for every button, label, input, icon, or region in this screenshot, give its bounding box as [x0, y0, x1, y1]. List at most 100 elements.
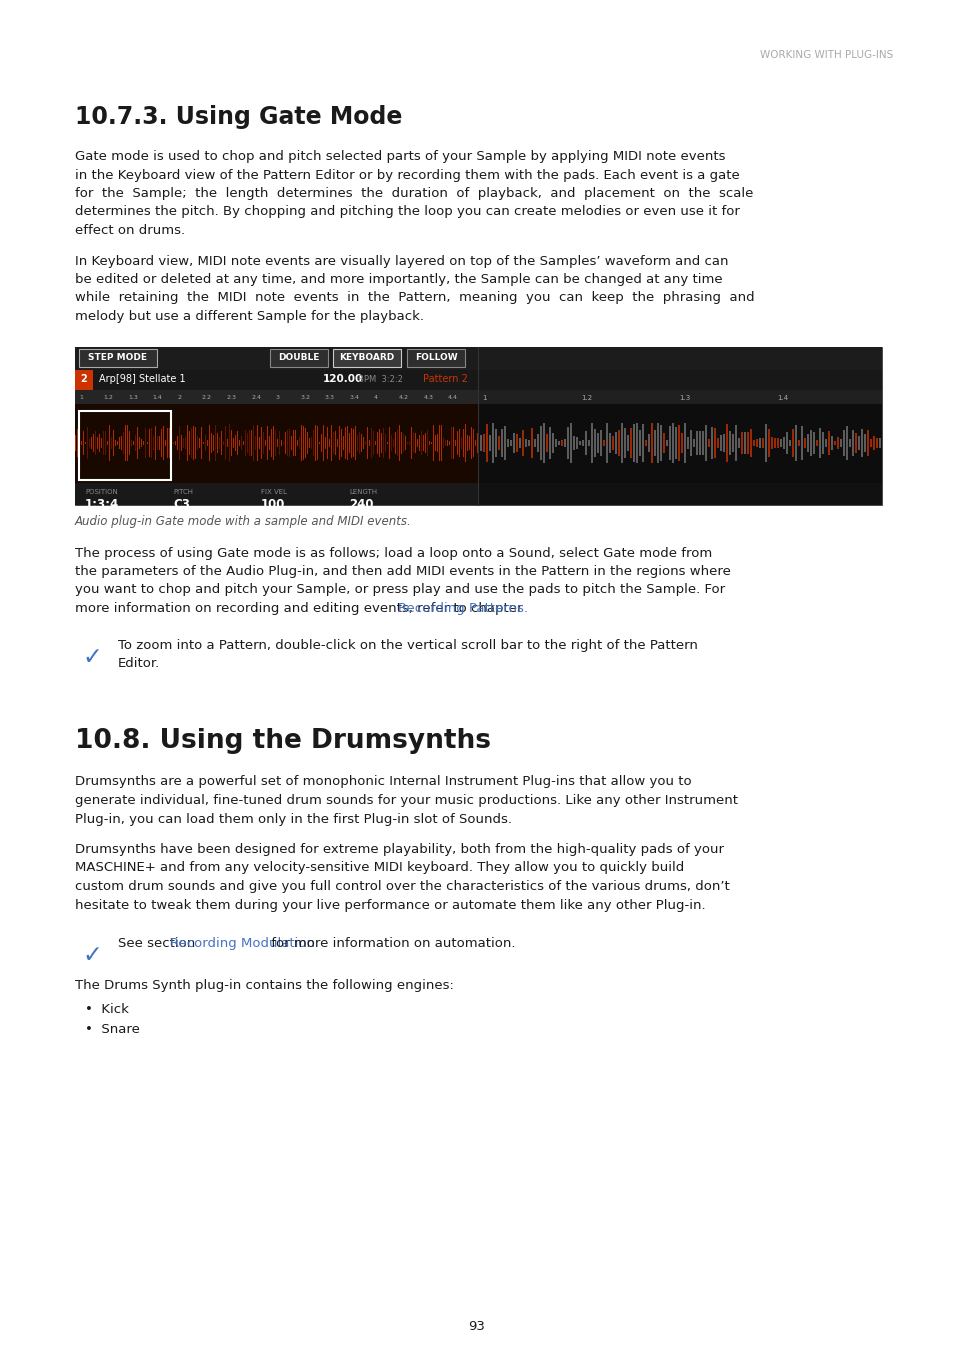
Bar	[830, 436, 832, 450]
Bar	[115, 440, 116, 447]
Bar	[471, 427, 472, 459]
Bar	[333, 432, 335, 454]
Bar	[449, 440, 450, 446]
Bar	[644, 440, 646, 446]
Bar	[261, 428, 262, 459]
Bar	[147, 441, 149, 444]
Bar	[165, 440, 167, 446]
Text: To zoom into a Pattern, double-click on the vertical scroll bar to the right of : To zoom into a Pattern, double-click on …	[118, 639, 698, 652]
Bar	[157, 436, 158, 450]
Text: Recording Patterns.: Recording Patterns.	[397, 602, 527, 616]
Bar	[194, 428, 196, 459]
Bar	[213, 436, 214, 451]
Bar	[782, 437, 784, 448]
Bar	[657, 423, 659, 463]
Bar	[794, 425, 796, 462]
Text: 1.4: 1.4	[152, 396, 162, 400]
Bar	[524, 440, 526, 447]
Bar	[191, 428, 193, 459]
Bar	[271, 429, 273, 458]
Bar	[615, 432, 617, 454]
Bar	[734, 425, 737, 460]
Bar	[273, 427, 274, 460]
Bar	[407, 348, 464, 366]
Bar	[143, 440, 144, 446]
Bar	[671, 423, 673, 463]
Bar	[81, 441, 82, 446]
Bar	[356, 435, 358, 451]
Bar	[203, 441, 204, 444]
Bar	[378, 429, 380, 458]
Bar	[618, 431, 619, 456]
Bar	[555, 439, 557, 447]
Bar	[343, 436, 344, 451]
Bar	[704, 425, 706, 462]
Bar	[239, 440, 240, 446]
Bar	[668, 427, 670, 460]
Text: C3: C3	[172, 498, 190, 512]
Bar	[478, 404, 882, 482]
Bar	[506, 439, 509, 447]
Bar	[323, 425, 324, 462]
Text: melody but use a different Sample for the playback.: melody but use a different Sample for th…	[75, 310, 423, 323]
Bar	[199, 437, 200, 448]
Bar	[435, 435, 436, 451]
Text: MASCHINE+ and from any velocity-sensitive MIDI keyboard. They allow you to quick: MASCHINE+ and from any velocity-sensitiv…	[75, 861, 683, 875]
Bar	[75, 390, 478, 404]
Bar	[717, 439, 719, 448]
Bar	[281, 440, 282, 446]
Bar	[395, 432, 396, 454]
Bar	[647, 433, 649, 452]
Text: Plug-in, you can load them only in the first Plug-in slot of Sounds.: Plug-in, you can load them only in the f…	[75, 813, 512, 825]
Bar	[75, 370, 882, 390]
Bar	[759, 439, 760, 448]
Bar	[278, 431, 280, 455]
Bar	[776, 437, 779, 448]
Bar	[590, 423, 593, 463]
Bar	[773, 437, 775, 448]
Text: 2: 2	[81, 374, 88, 385]
Bar	[780, 439, 781, 447]
Bar	[99, 433, 100, 452]
Text: 3.4: 3.4	[349, 396, 359, 400]
Text: BPM  3:2:2: BPM 3:2:2	[357, 375, 402, 383]
Bar	[159, 436, 160, 450]
Bar	[869, 439, 871, 447]
Bar	[193, 427, 194, 460]
Bar	[303, 427, 304, 460]
Bar	[629, 428, 631, 458]
Text: POSITION: POSITION	[85, 490, 117, 495]
Bar	[79, 348, 157, 366]
Text: The process of using Gate mode is as follows; load a loop onto a Sound, select G: The process of using Gate mode is as fol…	[75, 547, 712, 559]
Bar	[161, 429, 162, 458]
Bar	[713, 428, 716, 458]
Bar	[599, 431, 601, 456]
Bar	[233, 437, 234, 448]
Bar	[821, 432, 823, 455]
Bar	[678, 425, 679, 460]
Bar	[842, 431, 844, 456]
Bar	[376, 432, 378, 454]
Bar	[469, 436, 470, 450]
Bar	[764, 424, 766, 462]
Bar	[338, 427, 340, 460]
Bar	[305, 428, 306, 458]
Bar	[75, 347, 882, 370]
Bar	[806, 435, 808, 452]
Bar	[407, 441, 408, 444]
Bar	[393, 439, 395, 447]
Text: See section: See section	[118, 937, 199, 950]
Bar	[785, 432, 787, 455]
Bar	[358, 432, 360, 455]
Text: 2.3: 2.3	[226, 396, 236, 400]
Bar	[367, 427, 368, 459]
Bar	[135, 435, 136, 451]
Bar	[581, 440, 583, 446]
Bar	[172, 441, 174, 444]
Bar	[495, 429, 497, 456]
Bar	[815, 440, 817, 446]
Bar	[770, 437, 772, 448]
Bar	[467, 435, 468, 451]
Bar	[755, 439, 758, 447]
Bar	[433, 425, 434, 460]
